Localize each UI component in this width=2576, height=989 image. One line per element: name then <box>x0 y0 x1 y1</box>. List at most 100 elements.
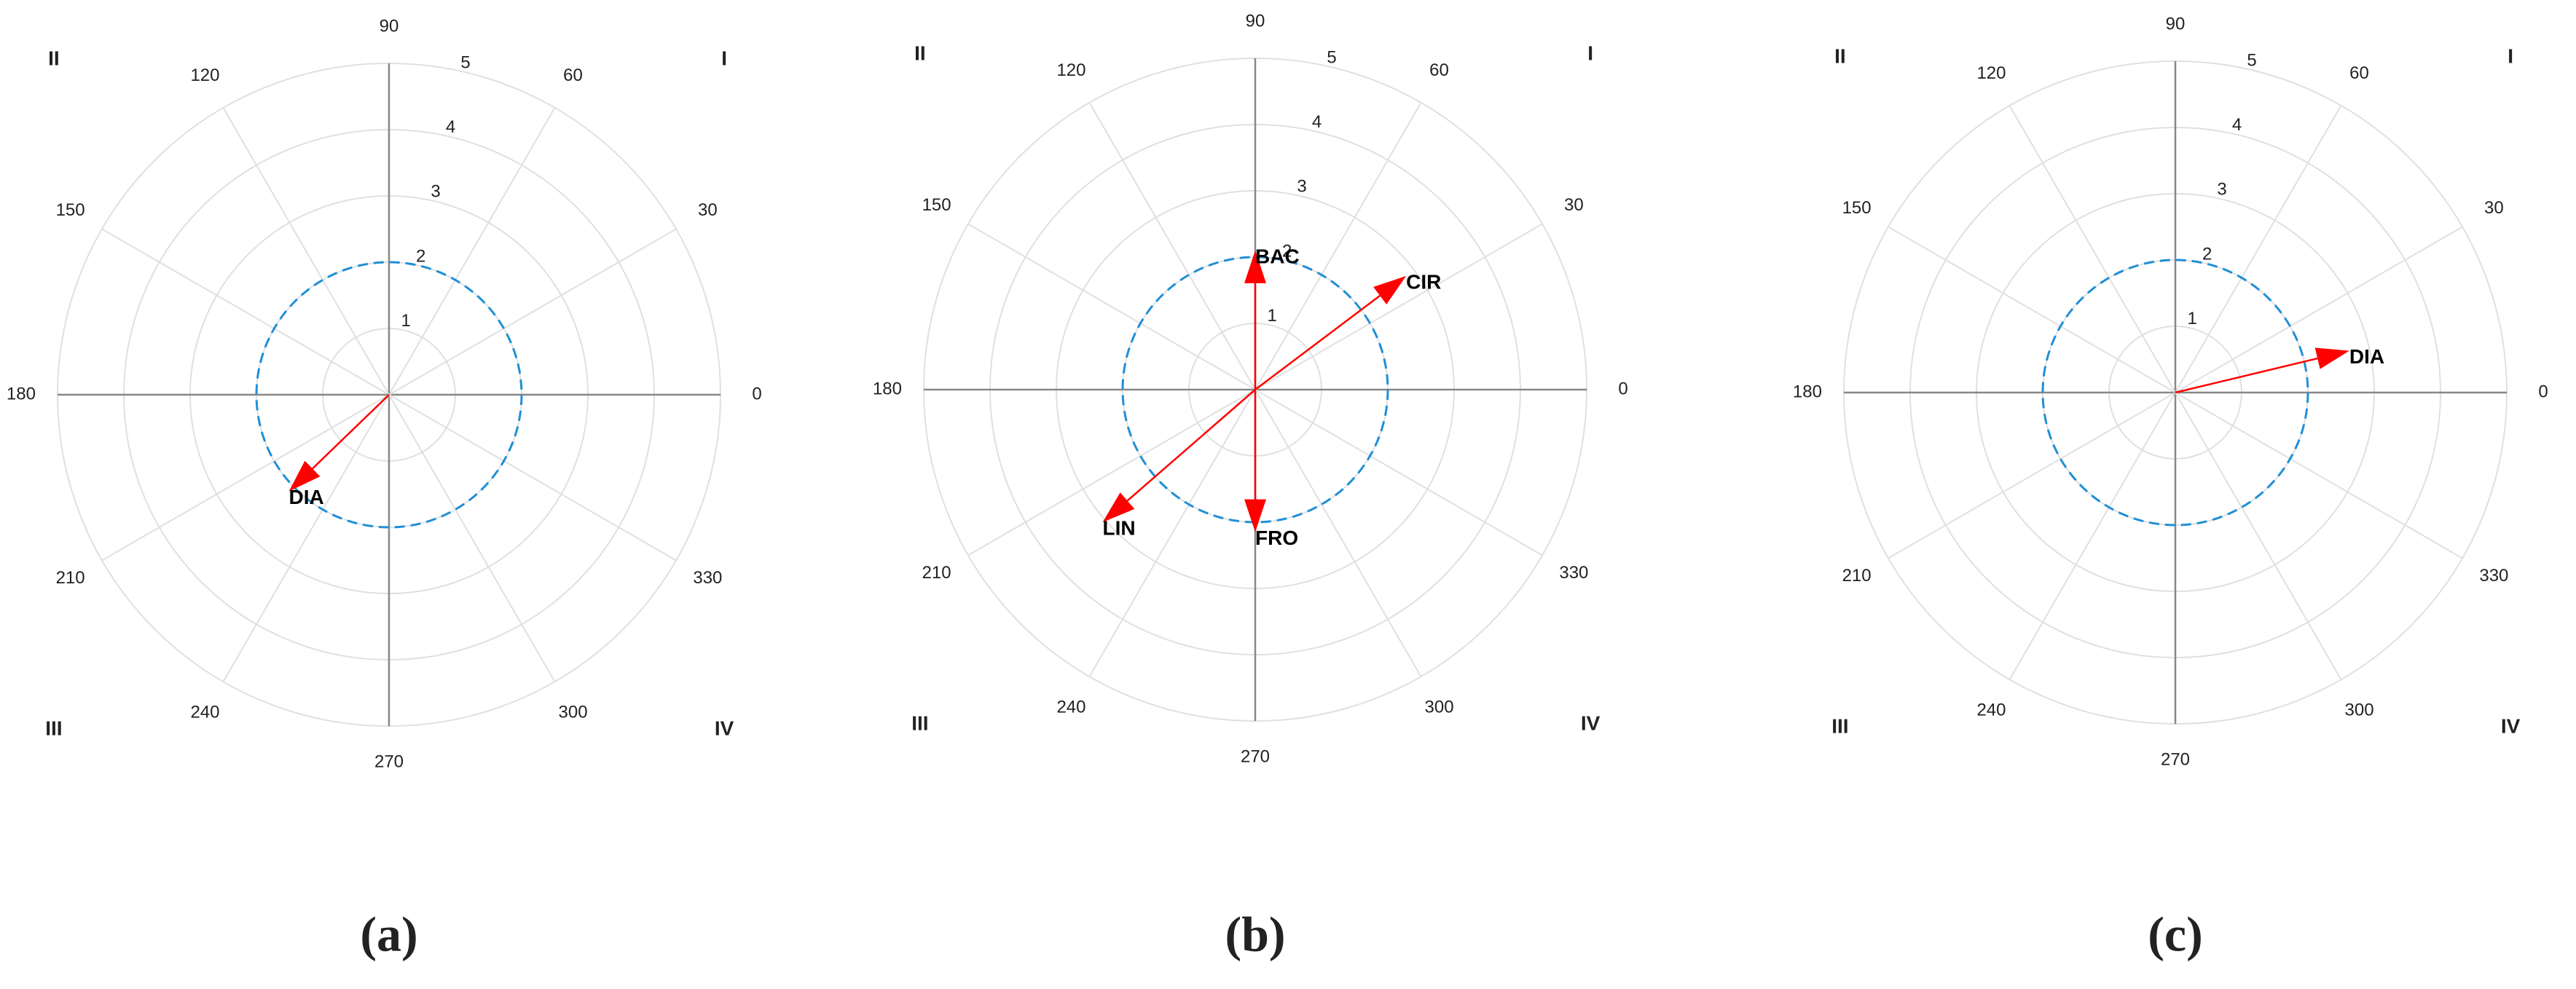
vector-shaft <box>1254 295 1381 390</box>
grid-spoke <box>388 394 556 682</box>
quadrant-label: II <box>914 42 926 64</box>
grid-spoke <box>388 228 677 395</box>
vector-head <box>1102 492 1135 523</box>
caption: (b) <box>1225 907 1285 962</box>
grid-spoke <box>2175 226 2463 393</box>
grid-spoke <box>967 389 1256 556</box>
vector-head <box>1244 250 1266 283</box>
radius-tick-label: 5 <box>460 52 470 72</box>
quadrant-label: III <box>911 712 928 734</box>
grid-spoke <box>222 107 390 395</box>
vector-label: DIA <box>2349 345 2384 368</box>
grid-spoke <box>222 394 390 682</box>
angle-tick-label: 300 <box>1425 698 1454 717</box>
radius-tick-label: 3 <box>431 182 440 202</box>
angle-tick-label: 60 <box>1429 60 1449 80</box>
angle-tick-label: 30 <box>1564 195 1584 215</box>
vector-label: CIR <box>1406 270 1441 293</box>
radius-tick-label: 5 <box>1327 47 1336 67</box>
grid-spoke <box>388 107 556 395</box>
angle-tick-label: 210 <box>922 563 951 583</box>
quadrant-label: III <box>1831 714 1848 737</box>
grid-spoke <box>1254 389 1422 677</box>
angle-tick-label: 240 <box>190 703 219 722</box>
angle-tick-label: 90 <box>2166 14 2186 34</box>
grid-spoke <box>967 223 1256 390</box>
vector-label: BAC <box>1255 245 1300 267</box>
angle-tick-label: 240 <box>1976 701 2006 720</box>
vector-head <box>288 460 321 492</box>
vector-label: DIA <box>289 486 324 508</box>
grid-spoke <box>101 228 390 395</box>
vector-shaft <box>312 394 390 470</box>
angle-tick-label: 180 <box>873 379 902 398</box>
angle-tick-label: 270 <box>374 752 404 771</box>
angle-tick-label: 60 <box>2349 63 2369 83</box>
angle-tick-label: 120 <box>1976 63 2006 83</box>
grid-spoke <box>1254 102 1422 390</box>
vector-head <box>1373 275 1407 304</box>
grid-spoke <box>2008 105 2176 393</box>
angle-tick-label: 90 <box>1246 11 1265 31</box>
angle-tick-label: 210 <box>1842 566 1872 586</box>
radius-tick-label: 4 <box>446 117 455 137</box>
grid-spoke <box>2175 105 2342 393</box>
angle-tick-label: 120 <box>190 66 219 85</box>
vector-shaft <box>1126 389 1256 502</box>
radius-tick-label: 1 <box>401 311 410 331</box>
vector-head <box>2314 347 2349 369</box>
quadrant-label: II <box>1834 44 1846 67</box>
grid-spoke <box>1254 223 1543 390</box>
caption: (a) <box>360 907 417 962</box>
grid-spoke <box>1088 102 1256 390</box>
angle-tick-label: 150 <box>56 200 85 220</box>
reference-circle <box>2041 259 2309 527</box>
radius-tick-label: 4 <box>2232 115 2242 135</box>
radius-tick-label: 2 <box>2202 244 2212 264</box>
angle-tick-label: 330 <box>2479 566 2508 586</box>
angle-tick-label: 0 <box>752 384 761 403</box>
angle-tick-label: 300 <box>559 703 588 722</box>
radius-tick-label: 5 <box>2247 50 2256 70</box>
grid-spoke <box>2008 392 2176 680</box>
radius-tick-label: 1 <box>1267 306 1276 326</box>
quadrant-label: I <box>721 47 727 69</box>
quadrant-label: II <box>48 47 60 69</box>
grid-spoke <box>1254 389 1543 556</box>
radius-tick-label: 2 <box>1282 241 1292 261</box>
angle-tick-label: 270 <box>1241 746 1270 766</box>
caption: (c) <box>2148 907 2202 962</box>
angle-tick-label: 120 <box>1056 60 1085 80</box>
quadrant-label: I <box>1587 42 1593 64</box>
grid-spoke <box>1888 226 2176 393</box>
grid-spoke <box>2175 392 2342 680</box>
angle-tick-label: 330 <box>1559 563 1588 583</box>
vector-shaft <box>2175 357 2318 394</box>
angle-tick-label: 240 <box>1056 698 1085 717</box>
radius-tick-label: 1 <box>2187 309 2196 328</box>
quadrant-label: IV <box>715 717 734 739</box>
radius-tick-label: 2 <box>416 246 425 266</box>
vector-head <box>1244 499 1266 532</box>
angle-tick-label: 90 <box>380 16 399 36</box>
reference-circle <box>1121 256 1389 524</box>
angle-tick-label: 0 <box>1618 379 1627 398</box>
quadrant-label: III <box>45 717 62 739</box>
angle-tick-label: 30 <box>2484 198 2504 218</box>
angle-tick-label: 180 <box>1793 382 1822 401</box>
reference-circle <box>255 261 523 529</box>
angle-tick-label: 270 <box>2161 749 2190 769</box>
angle-tick-label: 180 <box>7 384 36 403</box>
angle-tick-label: 330 <box>693 568 722 588</box>
grid-spoke <box>388 394 677 562</box>
angle-tick-label: 300 <box>2345 701 2374 720</box>
radius-tick-label: 3 <box>2217 180 2226 200</box>
grid-spoke <box>2175 392 2463 559</box>
quadrant-label: I <box>2508 44 2513 67</box>
angle-tick-label: 30 <box>698 200 718 220</box>
angle-tick-label: 0 <box>2538 382 2548 401</box>
grid-spoke <box>1088 389 1256 677</box>
angle-tick-label: 150 <box>1842 198 1872 218</box>
radius-tick-label: 4 <box>1312 112 1322 132</box>
